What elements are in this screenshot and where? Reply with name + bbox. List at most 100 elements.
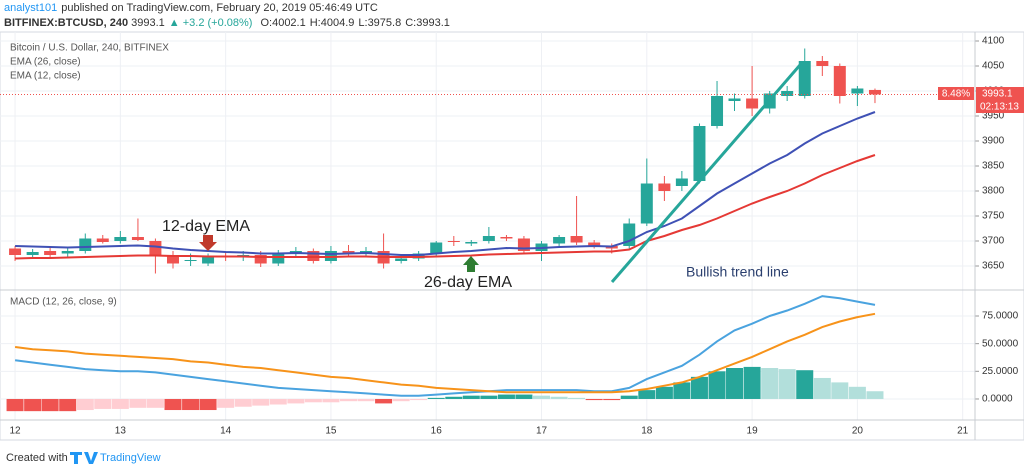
histogram-bar: [778, 369, 796, 399]
histogram-bar: [462, 395, 480, 399]
candle-body: [693, 126, 706, 181]
candle-body: [640, 183, 653, 224]
histogram-bar: [76, 398, 94, 411]
x-tick-label: 21: [957, 426, 969, 437]
histogram-bar: [59, 398, 77, 412]
histogram-bar: [340, 398, 358, 402]
histogram-bar: [182, 398, 200, 411]
candle-body: [588, 242, 601, 246]
histogram-bar: [146, 398, 164, 408]
candle-body: [711, 96, 724, 126]
x-tick-label: 15: [325, 426, 337, 437]
y-tick-label: 3750: [982, 211, 1005, 222]
histogram-bar: [568, 397, 586, 399]
candle-body: [166, 256, 179, 264]
candle-body: [9, 248, 22, 255]
countdown: 02:13:13: [980, 102, 1019, 113]
histogram-bar: [673, 382, 691, 399]
y-tick-label: 25.0000: [982, 366, 1019, 377]
author[interactable]: analyst101: [4, 2, 58, 14]
histogram-bar: [708, 371, 726, 399]
line: [14, 312, 876, 394]
histogram-bar: [726, 368, 744, 399]
candle-body: [570, 236, 583, 243]
symbol: BITFINEX:BTCUSD, 240: [4, 17, 129, 29]
candle-body: [658, 183, 671, 191]
published: published on TradingView.com, February 2…: [61, 2, 378, 14]
header-line-1: analyst101 published on TradingView.com, …: [4, 1, 454, 16]
logo: [70, 452, 98, 464]
line: [15, 154, 876, 260]
y-tick-label: 4100: [982, 36, 1005, 47]
header: analyst101 published on TradingView.com, …: [4, 1, 454, 31]
histogram-bar: [94, 398, 112, 409]
histogram-bar: [234, 398, 252, 407]
candle-body: [447, 241, 460, 242]
histogram-bar: [743, 366, 761, 399]
candle-body: [26, 252, 39, 255]
candle-body: [79, 238, 92, 251]
line: [14, 295, 876, 397]
histogram-bar: [322, 398, 340, 403]
y-tick-label: 4050: [982, 61, 1005, 72]
histogram-bar: [515, 394, 533, 399]
candle-body: [61, 251, 74, 254]
change-label: 8.48%: [942, 89, 970, 100]
candle-body: [728, 98, 741, 101]
arrow-down: [199, 235, 217, 251]
candle-body: [746, 98, 759, 109]
candle-body: [833, 66, 846, 96]
y-tick-label: 3850: [982, 161, 1005, 172]
y-tick-label: 3700: [982, 236, 1005, 247]
footer-created: Created with: [6, 452, 68, 464]
histogram-bar: [375, 398, 393, 404]
change-badge: [938, 87, 974, 100]
histogram-bar: [690, 376, 708, 399]
close: C:3993.1: [405, 17, 450, 29]
candle-body: [868, 89, 881, 95]
histogram-bar: [217, 398, 235, 408]
candle-body: [395, 258, 408, 261]
chart-title: Bitcoin / U.S. Dollar, 240, BITFINEX: [10, 43, 169, 54]
histogram-bar: [603, 398, 621, 401]
histogram-bar: [638, 390, 656, 399]
candle-body: [465, 242, 478, 244]
candle-body: [44, 251, 57, 255]
line: [15, 111, 876, 256]
price-badge: [976, 87, 1024, 113]
macd-title: MACD (12, 26, close, 9): [10, 297, 117, 308]
open: O:4002.1: [260, 17, 306, 29]
arrow-up: [463, 256, 479, 272]
histogram-bar: [655, 386, 673, 399]
histogram-bar: [813, 377, 831, 399]
histogram-bar: [392, 398, 410, 402]
y-tick-label: 3900: [982, 136, 1005, 147]
x-tick-label: 14: [220, 426, 232, 437]
annotation: 12-day EMA: [162, 218, 250, 235]
candle-body: [482, 236, 495, 241]
histogram-bar: [252, 398, 270, 406]
histogram-bar: [533, 395, 551, 399]
x-tick-label: 20: [852, 426, 864, 437]
histogram-bar: [620, 395, 638, 399]
histogram-bar: [111, 398, 129, 409]
histogram-bar: [269, 398, 287, 405]
candle-body: [149, 241, 162, 256]
candle-body: [342, 251, 355, 253]
legend-entry: EMA (26, close): [10, 57, 81, 68]
histogram-bar: [497, 394, 515, 399]
histogram-bar: [41, 398, 59, 412]
annotation: 26-day EMA: [424, 274, 512, 291]
candle-body: [96, 238, 109, 242]
histogram-bar: [480, 395, 498, 399]
candle-body: [254, 255, 267, 264]
histogram-bar: [129, 398, 147, 408]
histogram-bar: [445, 396, 463, 399]
histogram-bar: [304, 398, 322, 403]
y-tick-label: 0.0000: [982, 394, 1013, 405]
price: 3993.1: [131, 17, 165, 29]
frame: [0, 31, 1024, 441]
histogram-bar: [866, 391, 884, 399]
histogram-bar: [848, 386, 866, 399]
